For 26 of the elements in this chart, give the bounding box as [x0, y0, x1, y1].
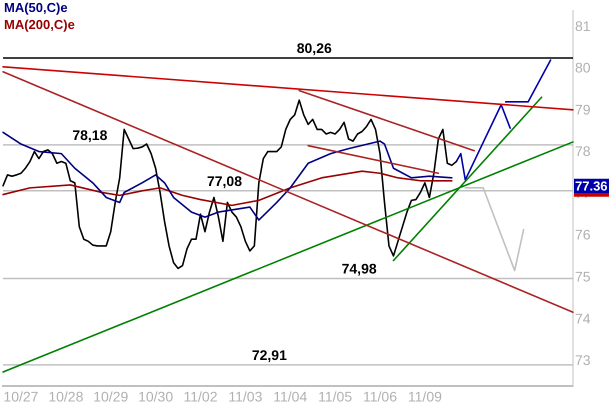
text: MA(200,C)e — [4, 17, 75, 32]
x-tick-label: 11/03 — [228, 388, 263, 404]
annotation: 78,18 — [72, 126, 108, 143]
x-tick-label: 11/09 — [408, 388, 442, 404]
y-tick-label: 79 — [575, 101, 591, 118]
annotation: 80,26 — [296, 40, 332, 56]
text: MA(50,C)e — [4, 0, 68, 16]
x-tick-label: 11/02 — [183, 388, 218, 404]
x-tick-label: 11/05 — [318, 388, 352, 404]
text: 77.36 — [575, 178, 608, 194]
x-tick-label: 11/04 — [273, 388, 308, 404]
y-tick-label: 78 — [575, 143, 591, 160]
annotation: 72,91 — [252, 346, 288, 363]
y-tick-label: 75 — [575, 268, 591, 284]
x-tick-label: 10/27 — [3, 388, 39, 404]
y-tick-label: 74 — [575, 310, 591, 326]
y-tick-label: 76 — [575, 226, 591, 243]
y-tick-label: 73 — [575, 352, 591, 368]
annotation: 77,08 — [206, 172, 242, 189]
x-tick-label: 11/06 — [363, 388, 398, 404]
y-tick-label: 80 — [575, 60, 591, 76]
x-tick-label: 10/29 — [93, 388, 128, 404]
annotation: 74,98 — [342, 260, 377, 276]
x-tick-label: 10/30 — [138, 388, 174, 404]
y-tick-label: 81 — [575, 18, 591, 34]
x-tick-label: 10/28 — [48, 388, 84, 404]
